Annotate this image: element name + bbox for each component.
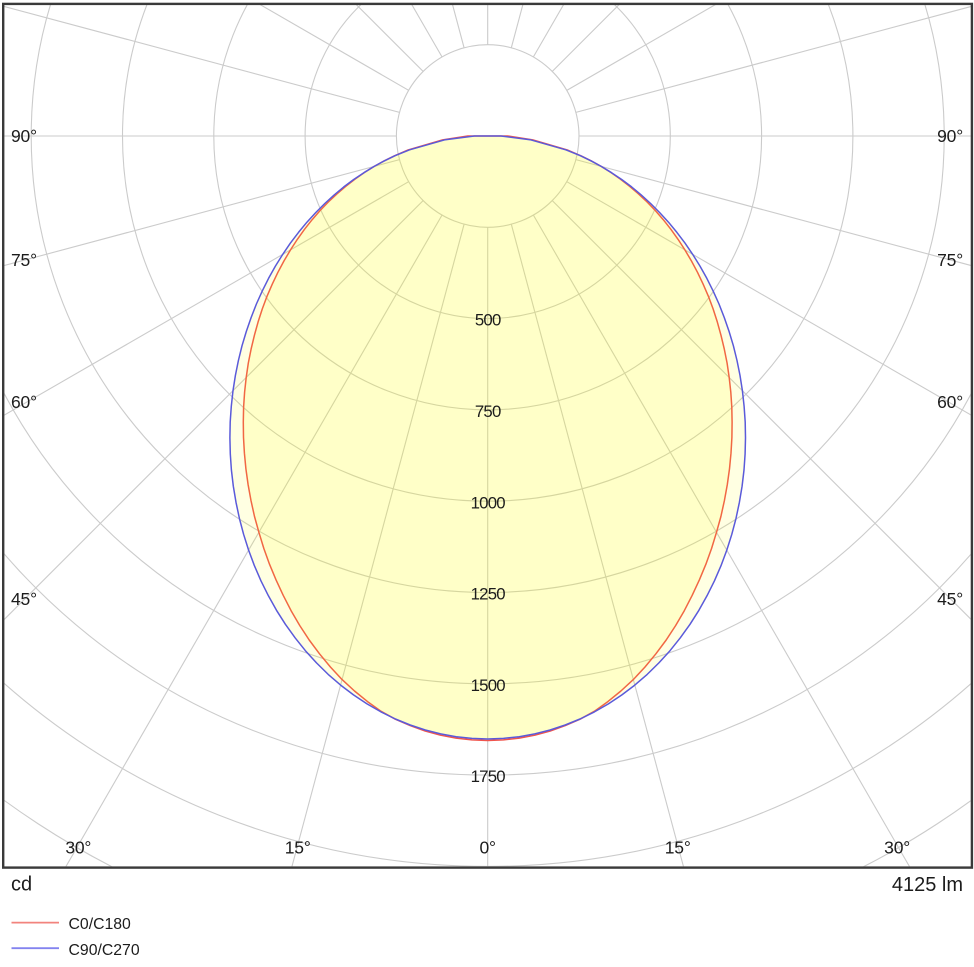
- svg-text:15°: 15°: [665, 837, 691, 857]
- svg-text:0°: 0°: [480, 837, 496, 857]
- svg-text:60°: 60°: [11, 392, 37, 412]
- svg-text:60°: 60°: [937, 392, 963, 412]
- svg-text:75°: 75°: [11, 250, 37, 270]
- svg-text:1750: 1750: [471, 767, 506, 786]
- svg-text:1500: 1500: [471, 676, 506, 695]
- svg-text:30°: 30°: [65, 837, 91, 857]
- svg-text:C90/C270: C90/C270: [69, 942, 140, 959]
- svg-text:90°: 90°: [11, 126, 37, 146]
- svg-text:cd: cd: [11, 874, 32, 896]
- svg-text:1000: 1000: [471, 493, 506, 512]
- svg-text:750: 750: [475, 402, 501, 421]
- svg-text:45°: 45°: [11, 589, 37, 609]
- svg-text:15°: 15°: [285, 837, 311, 857]
- svg-text:1250: 1250: [471, 585, 506, 604]
- svg-text:75°: 75°: [937, 250, 963, 270]
- svg-text:90°: 90°: [937, 126, 963, 146]
- svg-text:C0/C180: C0/C180: [69, 916, 132, 933]
- svg-text:500: 500: [475, 311, 501, 330]
- svg-text:30°: 30°: [884, 837, 910, 857]
- svg-text:4125 lm: 4125 lm: [892, 874, 963, 896]
- svg-text:45°: 45°: [937, 589, 963, 609]
